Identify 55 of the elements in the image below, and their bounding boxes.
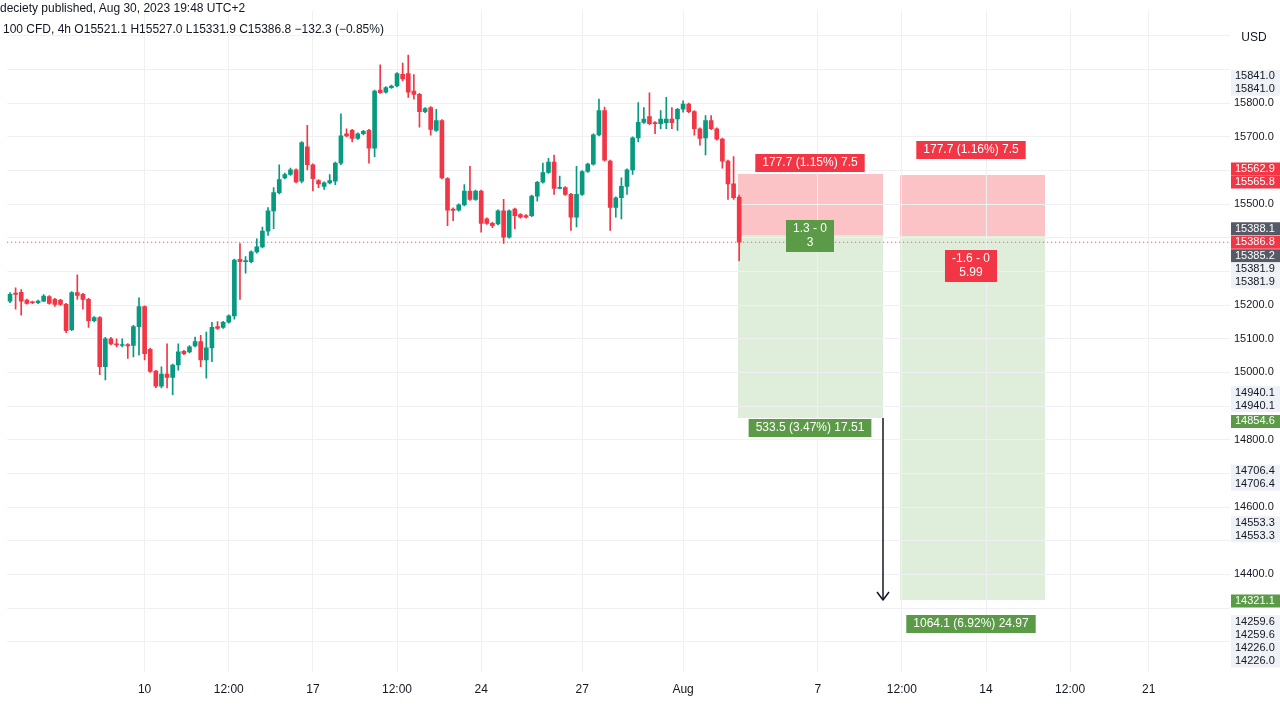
y-tick-label: 15800.0	[1234, 96, 1274, 109]
x-tick-label: 10	[137, 681, 152, 696]
text: 15385.2	[1235, 248, 1275, 261]
annotation: 533.5 (3.47%) 17.51	[755, 420, 865, 435]
text: 14940.1	[1235, 385, 1275, 398]
text: 14259.6	[1235, 614, 1275, 627]
text: 15381.9	[1235, 274, 1275, 287]
y-tick-label: 14600.0	[1234, 500, 1274, 513]
text: 14553.3	[1235, 528, 1275, 541]
annotation: -1.6 - 0 5.99	[951, 251, 991, 280]
ref-line-label: 15386.8	[1235, 235, 1275, 248]
text: 15562.9	[1235, 162, 1275, 174]
x-tick-label: 12:00	[382, 681, 413, 696]
candlestick	[557, 175, 563, 190]
candlestick	[377, 64, 383, 94]
text: 15381.9	[1235, 261, 1275, 274]
y-tick-label: 15100.0	[1234, 331, 1274, 344]
y-tick-label: 14800.0	[1234, 432, 1274, 445]
chart-title: deciety published, Aug 30, 2023 19:48 UTC+2	[0, 1, 246, 15]
x-tick-label: Aug	[672, 681, 694, 696]
text: 15841.0	[1235, 82, 1275, 95]
text: 14226.0	[1235, 640, 1275, 653]
text: 15565.8	[1235, 175, 1275, 188]
text: 14321.1	[1235, 593, 1275, 606]
text: 14553.3	[1235, 515, 1275, 528]
text: USD	[1241, 30, 1267, 45]
x-tick-label: 24	[474, 681, 489, 696]
x-tick-label: 12:00	[1055, 681, 1086, 696]
x-tick-label: 21	[1141, 681, 1156, 696]
y-tick-label: 15200.0	[1234, 298, 1274, 311]
y-tick-label: 15700.0	[1234, 129, 1274, 142]
x-tick-label: 14	[979, 681, 993, 696]
x-tick-label: 17	[306, 681, 320, 696]
x-tick-label: 12:00	[886, 681, 918, 696]
text: 100 CFD, 4h O15521.1 H15527.0 L15331.9 C15386.8 −132.3 (−0.85%)	[3, 22, 384, 36]
text: 14706.4	[1235, 464, 1275, 477]
y-tick-label: 15000.0	[1234, 365, 1274, 378]
annotation: 1064.1 (6.92%) 24.97	[913, 616, 1030, 631]
text: 15388.1	[1235, 221, 1275, 234]
text: 15841.0	[1235, 69, 1275, 82]
x-tick-label: 27	[575, 681, 590, 696]
text: 14854.6	[1235, 414, 1275, 427]
text: 14706.4	[1235, 477, 1275, 490]
annotation: 177.7 (1.16%) 7.5	[923, 142, 1020, 157]
candlestick	[125, 343, 131, 359]
text: 14940.1	[1235, 398, 1275, 411]
annotation: 177.7 (1.15%) 7.5	[762, 155, 859, 170]
y-tick-label: 14400.0	[1234, 567, 1274, 580]
annotation: 1.3 - 0 3	[792, 221, 828, 250]
text: 14259.6	[1235, 627, 1275, 640]
candlestick	[119, 338, 125, 348]
y-tick-label: 15500.0	[1234, 197, 1274, 210]
x-tick-label: 12:00	[213, 681, 245, 696]
text: 14226.0	[1235, 653, 1275, 666]
x-tick-label: 7	[814, 681, 822, 696]
